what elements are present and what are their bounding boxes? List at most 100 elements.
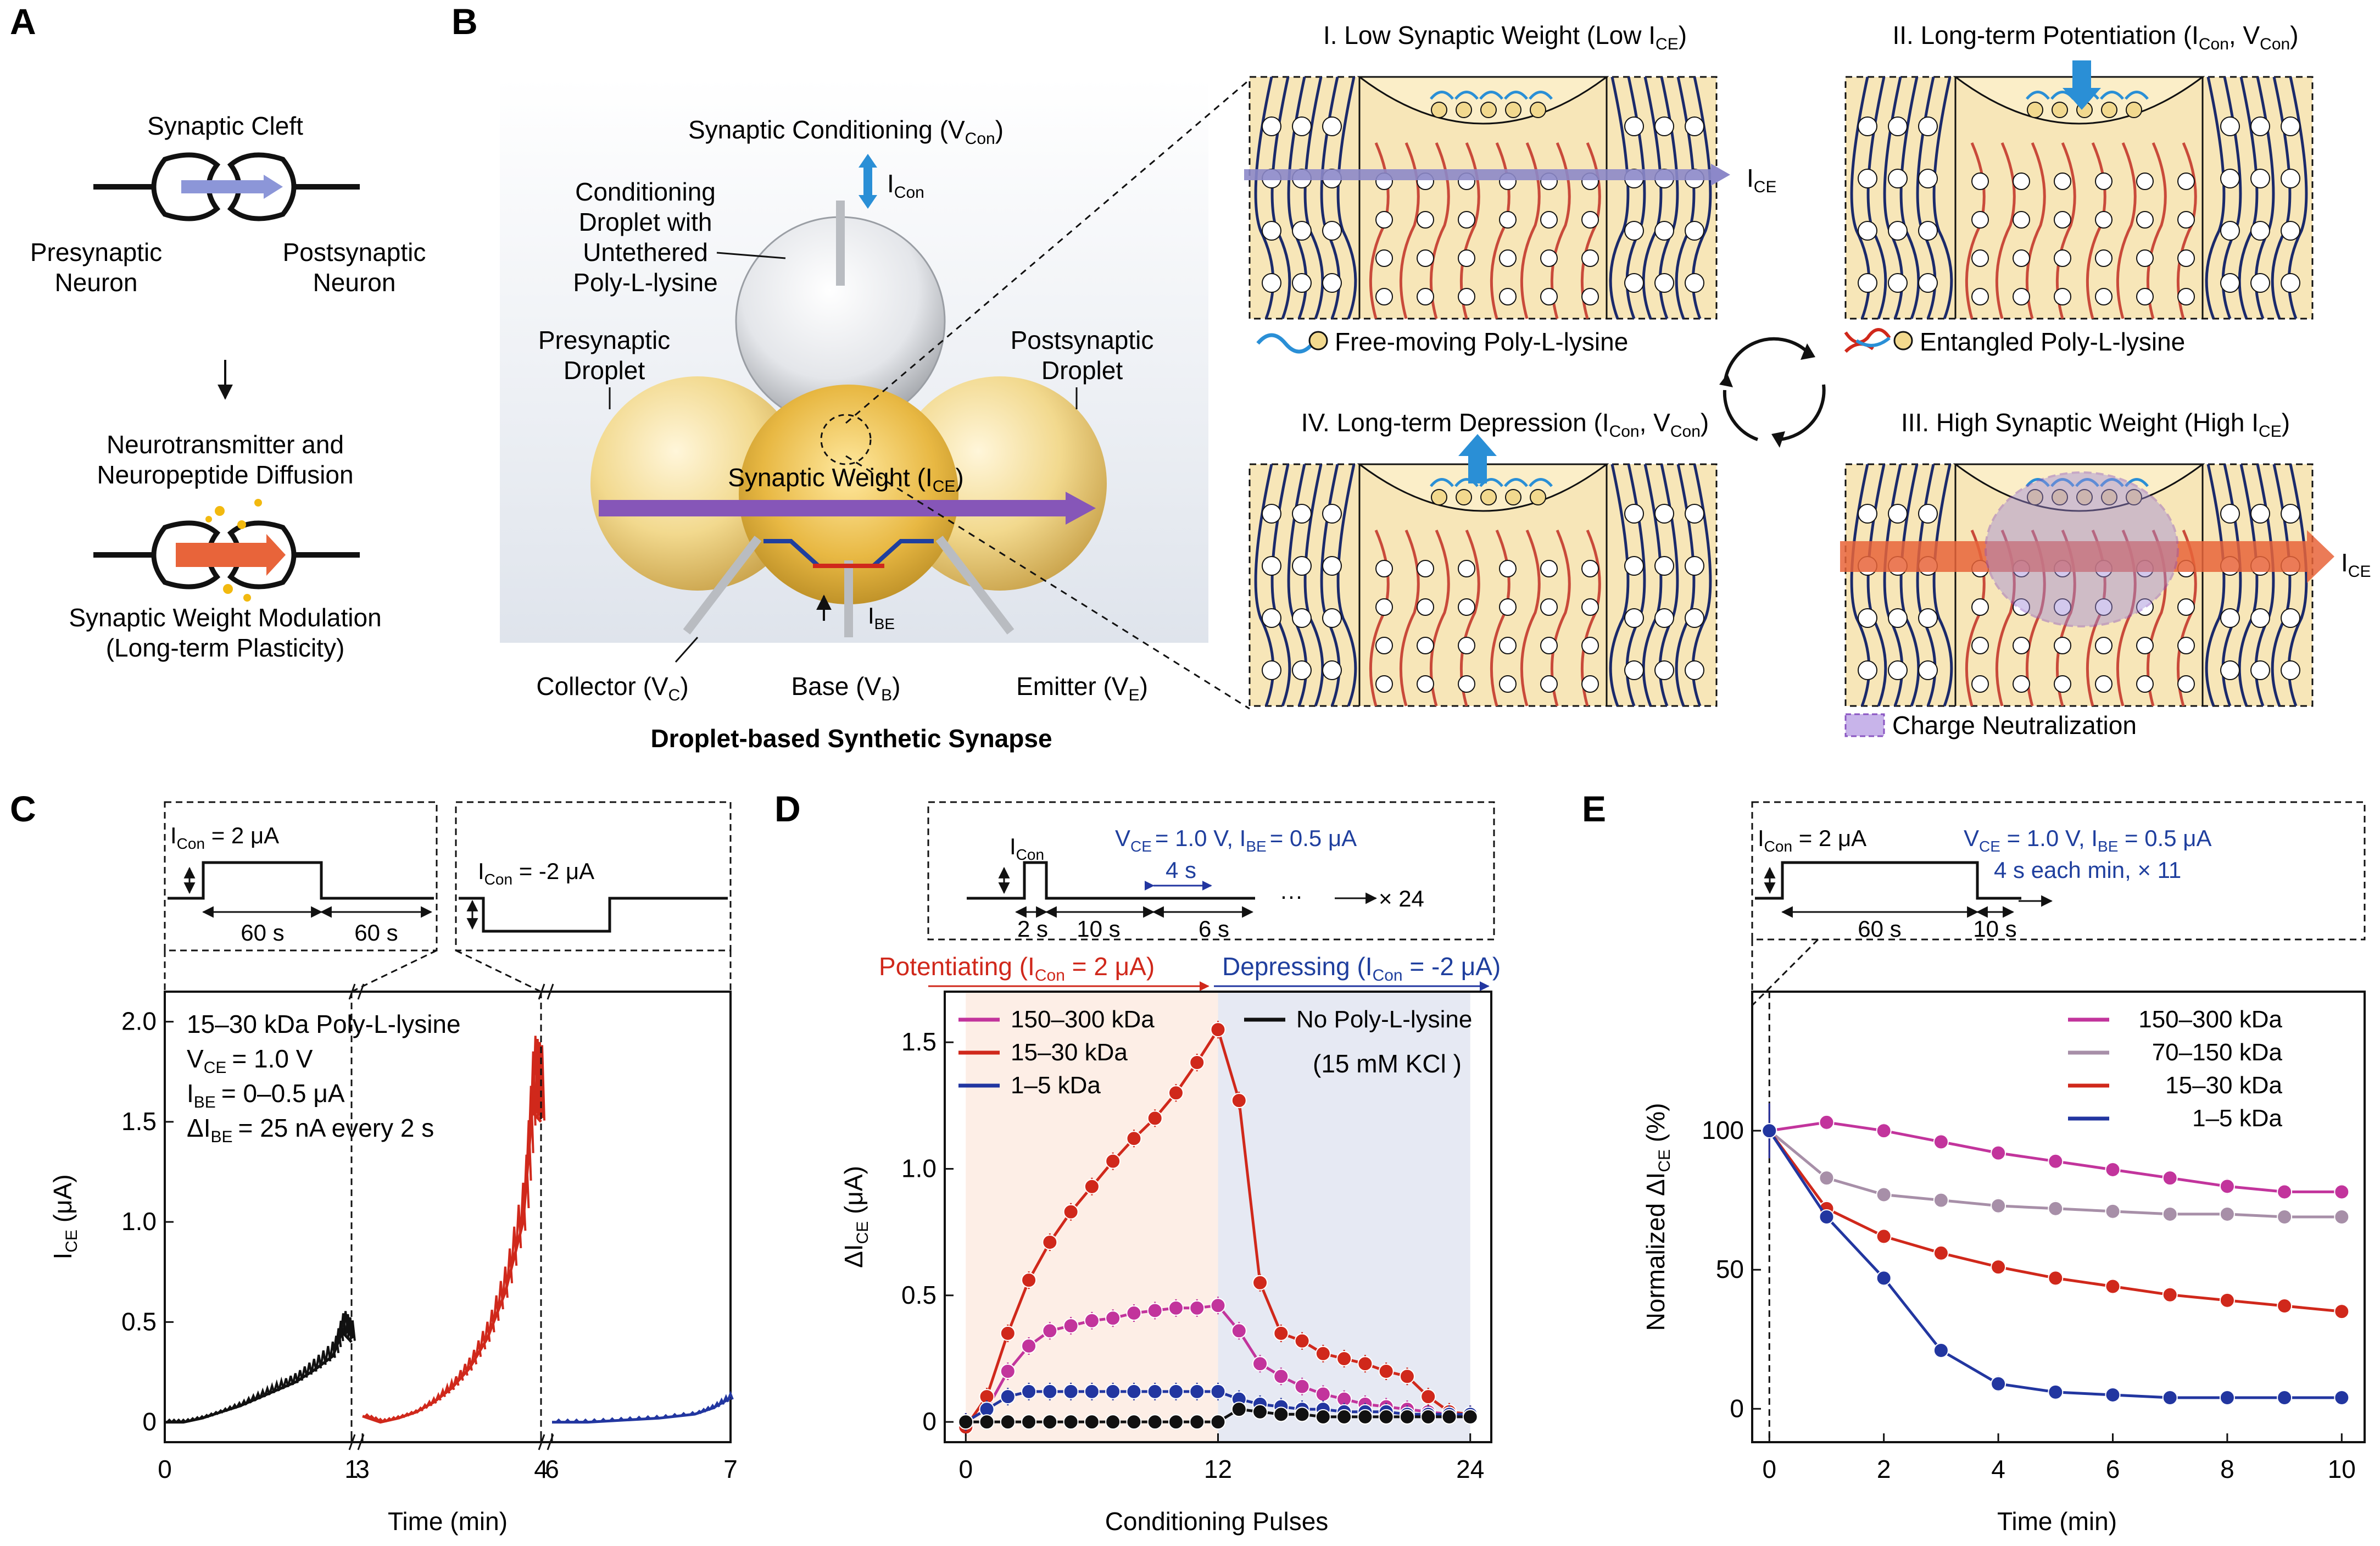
conditioning-droplet-label-3: Untethered xyxy=(583,238,708,266)
chart-d-ytick-label: 0.5 xyxy=(901,1281,937,1309)
state-1-ion-right xyxy=(1685,221,1704,241)
chart-c-axis-break xyxy=(538,983,554,1000)
chart-e-point xyxy=(2048,1200,2064,1216)
chart-d-legend-label: No Poly-L-lysine xyxy=(1296,1006,1472,1033)
state-3-free-pll xyxy=(2026,478,2050,487)
chart-e-point xyxy=(1876,1270,1892,1286)
chart-c-series-spikes xyxy=(333,1313,347,1354)
presynaptic-neuron-label-1: Presynaptic xyxy=(30,238,162,266)
chart-e-xtick-label: 8 xyxy=(2220,1455,2234,1483)
state-4-ion-left xyxy=(1292,504,1312,524)
panel-a: A Synaptic Cleft Presynaptic Neuron Post… xyxy=(10,1,426,662)
state-4-free-pll xyxy=(1504,478,1528,487)
pulse-inset-2 xyxy=(455,801,732,952)
chart-d-xtick-label: 12 xyxy=(1204,1455,1232,1483)
state-4-ion-right xyxy=(1654,608,1674,628)
pulse-inset-1 xyxy=(164,801,438,952)
chart-d-point xyxy=(1021,1338,1037,1354)
state-4-ion-left xyxy=(1262,556,1281,576)
state-4-ion-center xyxy=(1540,675,1558,693)
state-2-ion-center xyxy=(1971,173,1989,190)
chart-c-axis-break xyxy=(348,1434,365,1450)
chart-d-point xyxy=(958,1414,974,1430)
chart-d-point xyxy=(1042,1234,1058,1250)
chart-c-series-spikes xyxy=(523,1051,537,1209)
state-2-ion-center xyxy=(1971,211,1989,229)
state-3-ion-left xyxy=(1918,504,1938,524)
chart-e-point xyxy=(2048,1153,2064,1169)
state-2-ion-right xyxy=(2220,116,2240,136)
chart-c-series-line xyxy=(362,1108,542,1424)
state-3-ion-right xyxy=(2281,608,2300,628)
state-4-ion-center xyxy=(1375,598,1393,616)
state-4-pll-strand xyxy=(1429,529,1450,707)
chart-d-point xyxy=(1000,1389,1016,1405)
chart-c-series-spikes xyxy=(399,1409,419,1419)
pulse-1-rest: 60 s xyxy=(354,920,398,946)
state-3-current-arrow xyxy=(1840,541,2307,572)
chart-e-point xyxy=(2162,1287,2178,1303)
chart-c-plot xyxy=(165,992,734,1442)
chart-d-point xyxy=(1378,1409,1394,1425)
state-4-ion-right xyxy=(1685,608,1704,628)
chart-e-xtick-label: 4 xyxy=(1991,1455,2005,1483)
state-1-ion-center xyxy=(1458,249,1475,267)
chart-d-legend-label: 1–5 kDa xyxy=(1011,1072,1101,1099)
state-1-ion-right xyxy=(1654,116,1674,136)
chart-e-point xyxy=(2048,1270,2064,1286)
synaptic-weight-arrow-body xyxy=(599,500,1066,516)
state-3-ion-center xyxy=(1971,637,1989,654)
icon-double-arrow-heads xyxy=(859,154,877,209)
state-1-ion-right xyxy=(1624,116,1644,136)
chart-d-legend-label: 15–30 kDa xyxy=(1011,1039,1128,1066)
state-1-current-arrow xyxy=(1244,169,1711,180)
state-4-ion-left xyxy=(1292,608,1312,628)
presynaptic-neuron-label-2: Neuron xyxy=(55,268,138,297)
state-2-pll-charge xyxy=(2101,102,2117,118)
state-3-free-pll xyxy=(2125,478,2149,487)
chart-c-axis-break xyxy=(348,983,365,1000)
chart-c-series-spikes xyxy=(453,1357,473,1386)
state-4-pll-charge xyxy=(1530,489,1546,505)
chart-c-series-line xyxy=(165,1329,353,1424)
free-pll-legend-plus xyxy=(1308,331,1328,351)
state-3-ion-right xyxy=(2250,608,2270,628)
chart-e-point xyxy=(2277,1184,2293,1200)
chart-c-series-spikes xyxy=(488,1266,509,1333)
state-4-ion-center xyxy=(1581,637,1599,654)
chart-e-point xyxy=(2277,1390,2293,1406)
charge-neutral-legend-swatch xyxy=(1844,713,1885,737)
chart-d-point xyxy=(1000,1364,1016,1380)
chart-d-point xyxy=(1105,1153,1121,1169)
chart-e-point xyxy=(1933,1245,1949,1261)
state-2-pll-charge xyxy=(2027,102,2043,118)
pulse-e-label: ICon = 2 μA xyxy=(1758,825,1866,855)
diffusion-label-1: Neurotransmitter and xyxy=(107,430,344,459)
chart-e-point xyxy=(2105,1387,2121,1403)
chart-c-series-spikes xyxy=(203,1409,224,1419)
inset-e-zoom-right xyxy=(1751,938,1819,1006)
chart-e-point xyxy=(1933,1192,1949,1208)
chart-e-xtick-label: 2 xyxy=(1877,1455,1891,1483)
state-2-ion-center xyxy=(2177,288,2195,305)
chart-c-series-spikes xyxy=(241,1390,261,1406)
chart-c-ytick-label: 1.0 xyxy=(121,1207,157,1236)
state-1-ion-center xyxy=(1540,249,1558,267)
chart-d-point xyxy=(1021,1414,1037,1430)
chart-d-point xyxy=(1462,1409,1478,1425)
chart-d-point xyxy=(1063,1383,1079,1399)
synaptic-conditioning-label: Synaptic Conditioning (VCon) xyxy=(688,115,1004,148)
state-3-ion-right xyxy=(2250,504,2270,524)
state-1-ion-right xyxy=(1624,221,1644,241)
state-3-free-pll xyxy=(2075,478,2099,487)
chart-d-point xyxy=(979,1414,995,1430)
chart-e-point xyxy=(2277,1298,2293,1314)
pulse-train-conditions: VCE = 1.0 V, IBE = 0.5 μA xyxy=(1115,825,1357,855)
chart-e-point xyxy=(2277,1209,2293,1225)
state-2-ion-center xyxy=(2136,249,2154,267)
chart-c-ylabel: ICE (μA) xyxy=(48,1174,81,1259)
state-4-ion-right xyxy=(1685,556,1704,576)
postsynaptic-droplet-label-2: Droplet xyxy=(1041,356,1123,385)
chart-d-ylabel: ΔICE (μA) xyxy=(839,1166,872,1268)
state-4-ion-left xyxy=(1292,660,1312,680)
